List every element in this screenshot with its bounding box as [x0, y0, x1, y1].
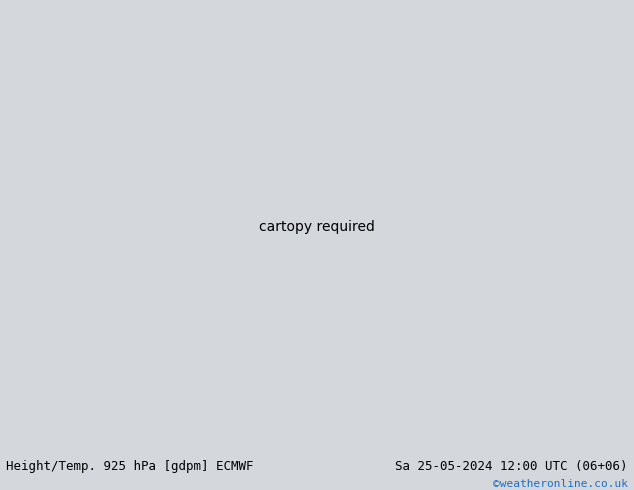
Text: Sa 25-05-2024 12:00 UTC (06+06): Sa 25-05-2024 12:00 UTC (06+06) [395, 460, 628, 473]
Text: Height/Temp. 925 hPa [gdpm] ECMWF: Height/Temp. 925 hPa [gdpm] ECMWF [6, 460, 254, 473]
Text: cartopy required: cartopy required [259, 220, 375, 234]
Text: ©weatheronline.co.uk: ©weatheronline.co.uk [493, 480, 628, 490]
